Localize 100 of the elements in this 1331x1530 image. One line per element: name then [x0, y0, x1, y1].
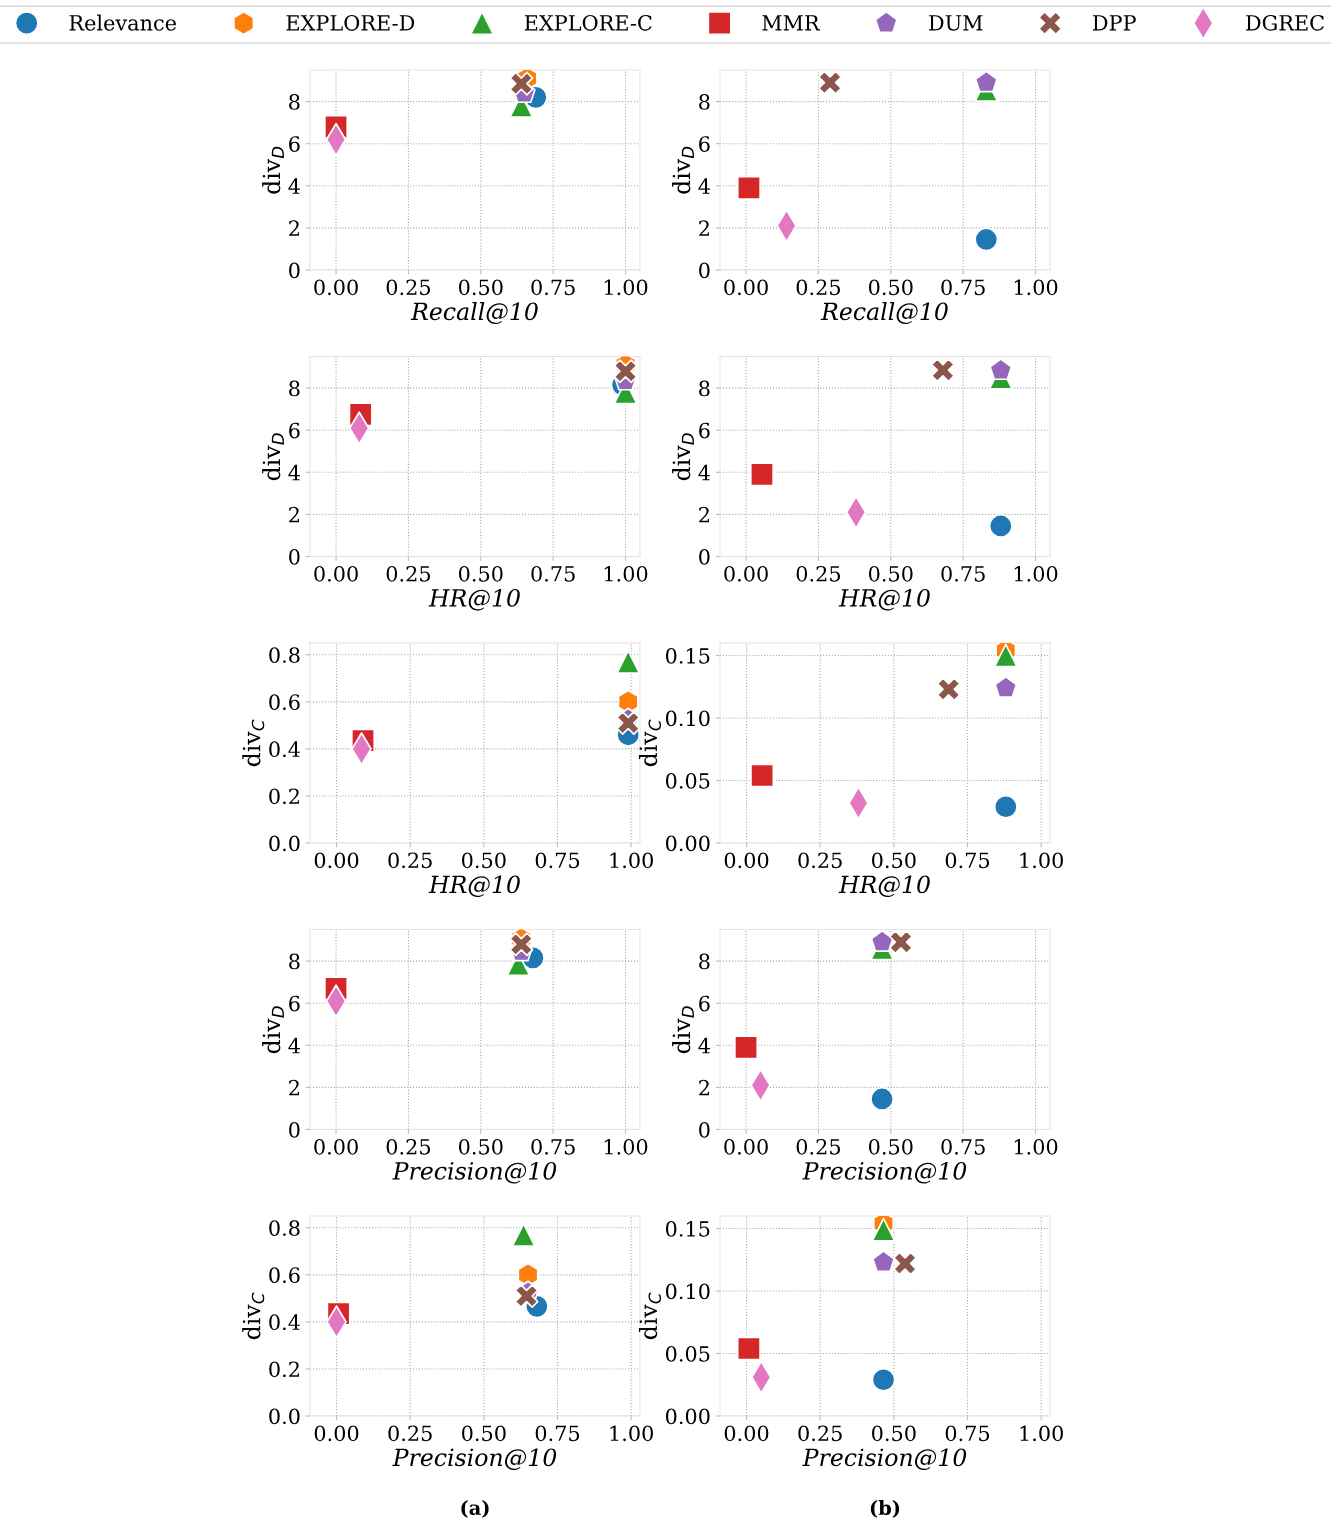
- point: [509, 932, 534, 957]
- point: [616, 710, 640, 736]
- y-tick-label: 4: [698, 1037, 710, 1054]
- point: [974, 227, 999, 252]
- x-tick-label: 0.50: [462, 852, 506, 869]
- y-tick-label: 0: [289, 1121, 300, 1138]
- y-tick-label: 8: [289, 953, 300, 970]
- y-tick-label: 6: [699, 136, 710, 152]
- x-tick-label: 0.25: [796, 565, 841, 582]
- y-tick-label: 6: [289, 995, 300, 1012]
- point: [871, 1217, 896, 1242]
- y-tick-label: 0.8: [269, 1220, 300, 1236]
- x-tick-label: 1.00: [1020, 852, 1063, 869]
- legend-label: DGREC: [1246, 14, 1324, 31]
- y-tick-label: 0.6: [269, 694, 300, 711]
- y-tick-label: 6: [289, 136, 300, 152]
- x-tick-label: 0.00: [724, 852, 769, 869]
- y-axis-title: div$_{D}$: [672, 433, 694, 481]
- x-axis-title: Precision@10: [802, 1448, 967, 1471]
- y-tick-label: 2: [289, 220, 299, 236]
- point: [736, 175, 761, 200]
- x-tick-label: 0.00: [724, 1425, 769, 1442]
- y-tick-label: 6: [699, 422, 710, 439]
- x-tick-label: 0.25: [386, 1138, 431, 1155]
- x-axis-title: Precision@10: [392, 1448, 557, 1471]
- y-axis-title: div$_{D}$: [672, 146, 694, 194]
- y-tick-label: 0.4: [269, 1314, 300, 1331]
- text: (a): [461, 1500, 489, 1518]
- y-tick-label: 0.00: [665, 835, 710, 852]
- point: [893, 1251, 918, 1276]
- x-tick-label: 1.00: [1014, 565, 1058, 582]
- point: [736, 1336, 761, 1361]
- x-tick-label: 0.25: [796, 1138, 841, 1155]
- point: [514, 1283, 539, 1309]
- legend-label: EXPLORE-C: [524, 14, 652, 31]
- y-tick-label: 0: [699, 548, 710, 565]
- point: [994, 675, 1018, 698]
- y-tick-label: 8: [289, 380, 300, 397]
- x-tick-label: 0.25: [386, 279, 431, 296]
- y-axis-title: div$_{C}$: [638, 719, 661, 767]
- x-tick-label: 0.75: [531, 279, 575, 296]
- y-tick-label: 8: [699, 953, 710, 970]
- point: [509, 71, 534, 96]
- legend-label: DUM: [929, 15, 983, 31]
- x-tick-label: 0.25: [388, 1425, 432, 1442]
- y-tick-label: 0.10: [665, 710, 710, 727]
- point: [511, 1222, 536, 1247]
- y-tick-label: 4: [288, 178, 300, 194]
- x-tick-label: 0.25: [798, 1425, 842, 1442]
- text: (b): [870, 1500, 900, 1518]
- x-tick-label: 0.00: [314, 1138, 358, 1155]
- legend-label: Relevance: [69, 14, 176, 31]
- point: [872, 1250, 896, 1273]
- x-tick-label: 0.50: [872, 1425, 916, 1442]
- y-tick-label: 4: [288, 464, 300, 481]
- x-tick-label: 0.00: [314, 1425, 359, 1442]
- x-tick-label: 0.75: [535, 1425, 580, 1442]
- legend-label: DPP: [1093, 15, 1136, 31]
- y-tick-label: 2: [289, 1079, 299, 1096]
- y-tick-label: 6: [699, 995, 710, 1012]
- x-tick-label: 1.00: [604, 565, 648, 582]
- point: [870, 930, 894, 953]
- y-tick-label: 0.05: [665, 1345, 710, 1362]
- y-axis-title: div$_{D}$: [262, 1006, 284, 1054]
- x-tick-label: 0.75: [941, 279, 985, 296]
- y-tick-label: 0.8: [269, 647, 300, 663]
- y-tick-label: 8: [699, 94, 710, 110]
- y-tick-label: 8: [289, 94, 300, 110]
- y-tick-label: 0: [289, 262, 300, 279]
- y-tick-label: 0: [699, 1121, 710, 1138]
- x-tick-label: 0.00: [314, 565, 358, 582]
- y-tick-label: 0.00: [665, 1408, 710, 1425]
- legend-label: MMR: [762, 15, 821, 31]
- y-tick-label: 0.15: [665, 647, 710, 664]
- x-tick-label: 0.75: [941, 1138, 985, 1155]
- x-tick-label: 0.00: [314, 852, 359, 869]
- y-tick-label: 0.15: [665, 1220, 710, 1237]
- y-tick-label: 2: [699, 220, 709, 236]
- y-tick-label: 2: [699, 506, 709, 523]
- y-tick-label: 4: [288, 1037, 300, 1054]
- point: [930, 358, 955, 383]
- x-tick-label: 0.75: [945, 1425, 990, 1442]
- point: [870, 1086, 895, 1112]
- y-tick-label: 0.2: [269, 788, 299, 805]
- y-axis-title: div$_{D}$: [262, 433, 284, 481]
- y-tick-label: 0: [289, 548, 300, 565]
- y-tick-label: 4: [698, 178, 710, 194]
- point: [974, 70, 998, 93]
- x-tick-label: 0.75: [535, 852, 580, 869]
- point: [988, 513, 1013, 539]
- x-tick-label: 1.00: [1014, 279, 1058, 296]
- point: [936, 677, 961, 702]
- legend-label: EXPLORE-D: [286, 14, 415, 31]
- y-tick-label: 0: [699, 262, 710, 279]
- x-tick-label: 0.75: [945, 852, 990, 869]
- x-axis-title: HR@10: [838, 588, 930, 611]
- y-tick-label: 0.10: [665, 1283, 710, 1300]
- point: [817, 70, 843, 95]
- y-axis-title: div$_{D}$: [262, 146, 284, 194]
- x-tick-label: 1.00: [604, 1138, 648, 1155]
